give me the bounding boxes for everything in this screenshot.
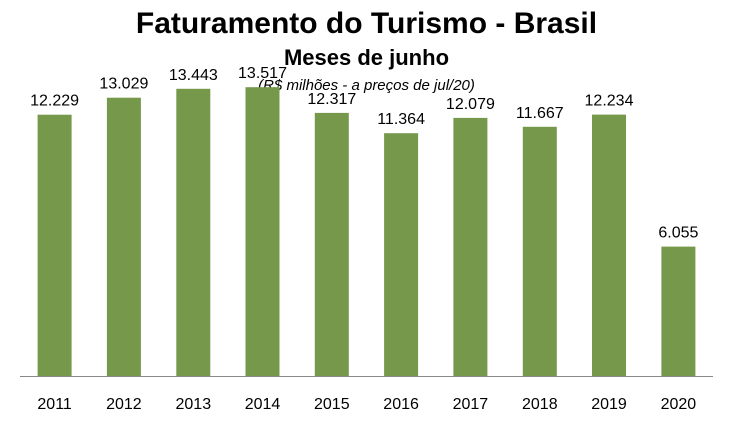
bar-2014 xyxy=(245,87,280,376)
data-label-2015: 12.317 xyxy=(307,91,356,108)
data-label-2018: 11.667 xyxy=(516,105,564,122)
tick-label-2020: 2020 xyxy=(661,396,697,413)
chart-subtitle: Meses de junho xyxy=(283,45,450,70)
data-labels-group: 12.229 13.029 13.443 13.517 12.317 11.364 12.0… xyxy=(30,65,698,241)
tick-label-2015: 2015 xyxy=(314,396,350,413)
data-label-2012: 13.029 xyxy=(99,76,148,93)
data-label-2014: 13.517 xyxy=(238,65,287,82)
data-label-2016: 11.364 xyxy=(377,111,425,128)
bar-2016 xyxy=(384,133,419,376)
tick-label-2016: 2016 xyxy=(383,396,419,413)
tick-label-2018: 2018 xyxy=(522,396,558,413)
chart-title: Faturamento do Turismo - Brasil xyxy=(135,7,598,40)
tick-label-2012: 2012 xyxy=(106,396,142,413)
tick-label-2019: 2019 xyxy=(591,396,627,413)
bar-2015 xyxy=(314,112,349,377)
bar-2018 xyxy=(522,126,557,376)
tick-label-2013: 2013 xyxy=(176,396,212,413)
bar-2020 xyxy=(661,246,696,376)
bars-group xyxy=(37,87,696,377)
bar-2012 xyxy=(106,97,141,376)
data-label-2017: 12.079 xyxy=(446,96,495,113)
tick-label-2017: 2017 xyxy=(453,396,489,413)
bar-2011 xyxy=(37,114,72,376)
data-label-2013: 13.443 xyxy=(169,67,218,84)
tick-labels-group: 2011 2012 2013 2014 2015 2016 2017 2018 2019 2020 xyxy=(37,396,696,413)
data-label-2019: 12.234 xyxy=(585,93,634,110)
bar-2017 xyxy=(453,117,488,377)
chart-unit-note: (R$ milhões - a preços de jul/20) xyxy=(258,77,475,94)
bar-2013 xyxy=(176,88,211,377)
tick-label-2014: 2014 xyxy=(245,396,281,413)
tick-label-2011: 2011 xyxy=(37,396,72,413)
data-label-2011: 12.229 xyxy=(30,93,79,110)
data-label-2020: 6.055 xyxy=(658,225,698,242)
bar-2019 xyxy=(592,114,626,376)
